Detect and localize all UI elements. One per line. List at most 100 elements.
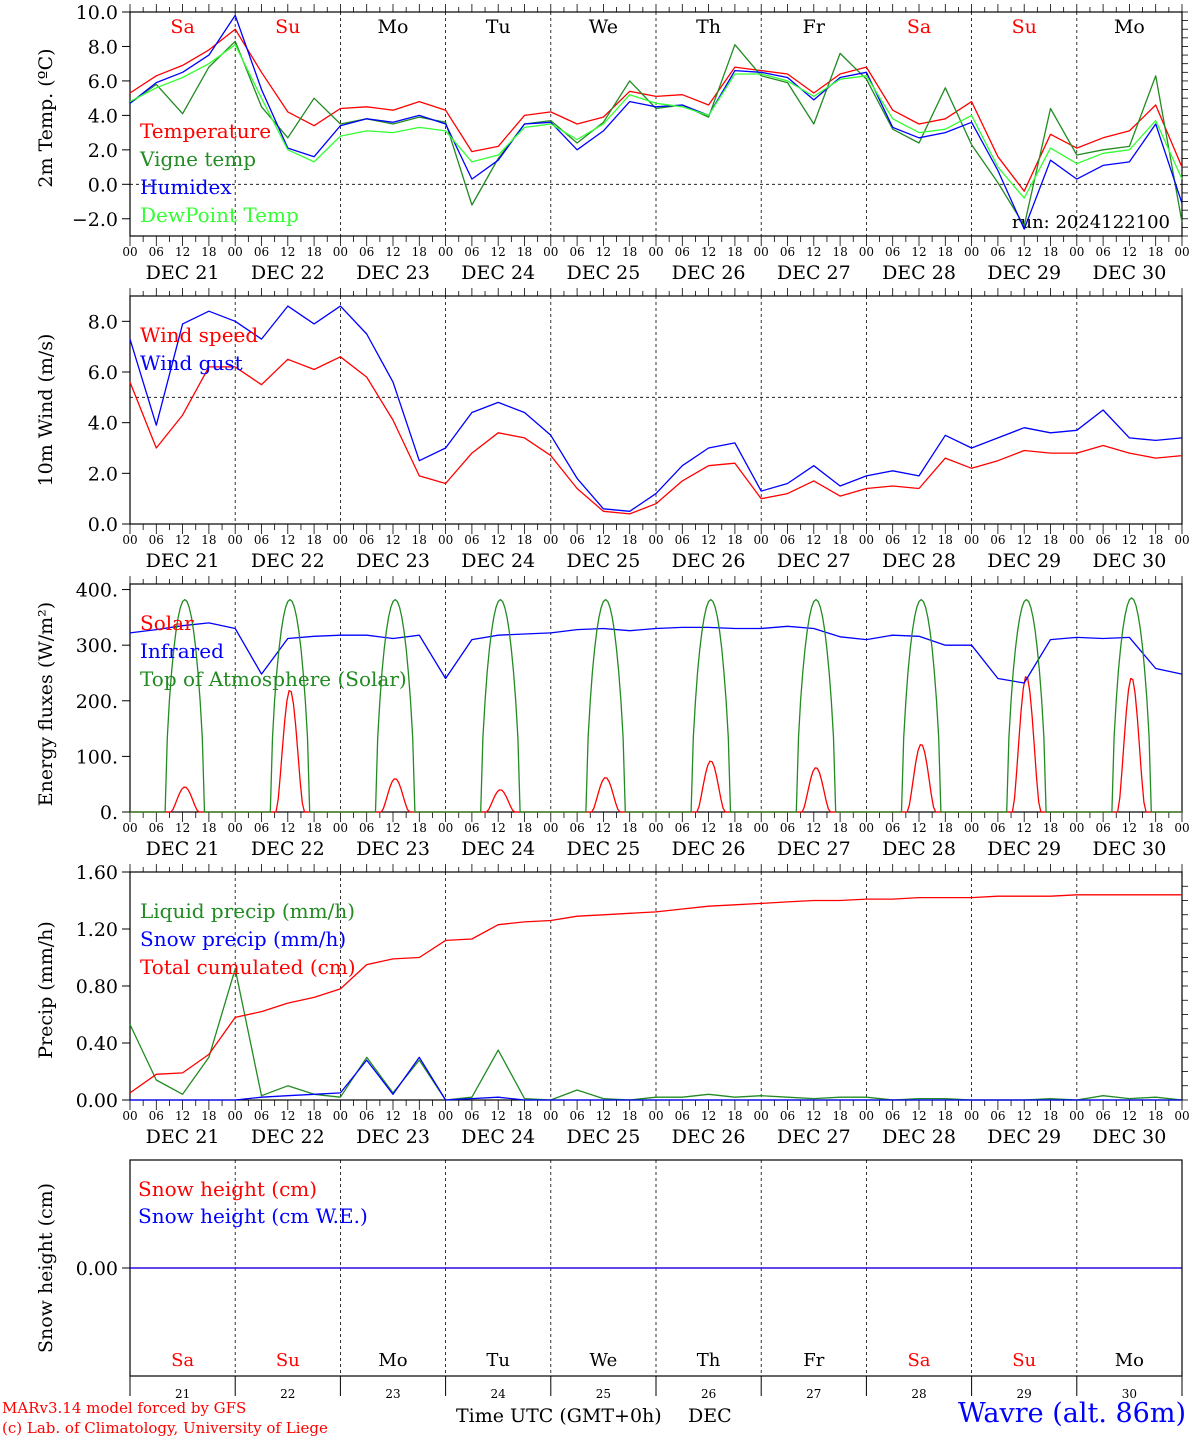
x-hour-label: 06: [254, 245, 269, 259]
legend-entry: Temperature: [140, 119, 271, 143]
x-hour-label: 00: [648, 533, 663, 547]
legend-entry: Infrared: [140, 639, 224, 663]
bottom-day-label: Su: [276, 1350, 300, 1371]
x-hour-label: 18: [201, 821, 216, 835]
x-hour-label: 06: [569, 533, 584, 547]
top-day-label: Sa: [907, 16, 931, 38]
x-hour-label: 12: [175, 245, 190, 259]
x-hour-label: 00: [648, 245, 663, 259]
x-hour-label: 12: [701, 1109, 716, 1123]
bottom-day-label: Su: [1012, 1350, 1036, 1371]
x-day-number: 29: [1017, 1387, 1032, 1401]
x-hour-label: 12: [596, 245, 611, 259]
top-day-label: We: [589, 16, 618, 38]
bottom-day-label: Mo: [1115, 1350, 1144, 1371]
x-hour-label: 18: [517, 1109, 532, 1123]
x-day-number: 26: [701, 1387, 716, 1401]
x-hour-label: 12: [1122, 245, 1137, 259]
y-tick-label: 4.0: [88, 105, 118, 127]
x-date-label: DEC 22: [251, 1126, 325, 1148]
x-hour-label: 06: [990, 533, 1005, 547]
x-hour-label: 12: [1122, 533, 1137, 547]
x-hour-label: 18: [201, 1109, 216, 1123]
x-hour-label: 12: [911, 245, 926, 259]
legend-entry: Top of Atmosphere (Solar): [140, 667, 407, 691]
x-hour-label: 06: [464, 821, 479, 835]
x-hour-label: 12: [385, 533, 400, 547]
x-hour-label: 18: [622, 533, 637, 547]
legend-entry: Liquid precip (mm/h): [140, 899, 355, 923]
x-hour-label: 00: [964, 245, 979, 259]
x-hour-label: 18: [622, 821, 637, 835]
x-hour-label: 12: [596, 821, 611, 835]
x-hour-label: 00: [122, 821, 137, 835]
y-axis-label: 10m Wind (m/s): [35, 334, 57, 487]
x-hour-label: 00: [122, 533, 137, 547]
y-tick-label: 0.00: [76, 1258, 118, 1280]
series-line-infrared: [129, 622, 1183, 684]
x-date-label: DEC 23: [356, 550, 430, 572]
x-hour-label: 18: [1043, 245, 1058, 259]
x-hour-label: 18: [412, 1109, 427, 1123]
series-line-dewpoint-temp: [129, 44, 1183, 199]
x-hour-label: 12: [1122, 1109, 1137, 1123]
xaxis-title: Time UTC (GMT+0h): [456, 1405, 662, 1427]
x-hour-label: 00: [333, 533, 348, 547]
y-tick-label: 0.0: [88, 174, 118, 196]
x-hour-label: 00: [648, 821, 663, 835]
x-hour-label: 18: [832, 245, 847, 259]
x-hour-label: 00: [122, 1109, 137, 1123]
bottom-day-label: Fr: [803, 1350, 824, 1371]
x-hour-label: 00: [543, 821, 558, 835]
x-hour-label: 12: [491, 245, 506, 259]
x-hour-label: 18: [622, 1109, 637, 1123]
x-hour-label: 12: [280, 1109, 295, 1123]
y-tick-label: 200.: [76, 691, 118, 713]
x-date-label: DEC 29: [987, 838, 1061, 860]
x-hour-label: 06: [254, 533, 269, 547]
x-hour-label: 12: [911, 533, 926, 547]
credit-line-2: (c) Lab. of Climatology, University of L…: [2, 1419, 328, 1437]
x-hour-label: 12: [385, 1109, 400, 1123]
y-tick-label: 2.0: [88, 463, 118, 485]
x-date-label: DEC 22: [251, 262, 325, 284]
y-axis-label: Snow height (cm): [35, 1183, 57, 1353]
legend-entry: Solar: [140, 611, 194, 635]
y-tick-label: 0.0: [88, 514, 118, 536]
x-hour-label: 00: [648, 1109, 663, 1123]
series-line-wind-gust: [129, 305, 1183, 512]
x-date-label: DEC 29: [987, 1126, 1061, 1148]
x-date-label: DEC 22: [251, 550, 325, 572]
x-hour-label: 00: [859, 1109, 874, 1123]
x-day-number: 24: [491, 1387, 507, 1401]
x-hour-label: 06: [464, 245, 479, 259]
legend-entry: Total cumulated (cm): [140, 955, 356, 979]
x-date-label: DEC 25: [566, 550, 640, 572]
y-tick-label: 0.00: [76, 1090, 118, 1112]
x-date-label: DEC 23: [356, 838, 430, 860]
x-hour-label: 12: [1122, 821, 1137, 835]
x-hour-label: 00: [333, 1109, 348, 1123]
bottom-day-label: Mo: [378, 1350, 407, 1371]
x-hour-label: 18: [1148, 533, 1163, 547]
y-tick-label: 10.0: [76, 2, 118, 24]
x-date-label: DEC 21: [146, 1126, 220, 1148]
x-hour-label: 06: [1095, 1109, 1110, 1123]
x-hour-label: 12: [806, 533, 821, 547]
x-hour-label: 06: [675, 1109, 690, 1123]
x-hour-label: 06: [149, 1109, 164, 1123]
x-hour-label: 06: [990, 821, 1005, 835]
x-hour-label: 06: [675, 821, 690, 835]
legend-entry: Vigne temp: [139, 147, 256, 171]
x-date-label: DEC 24: [461, 838, 535, 860]
x-date-label: DEC 27: [777, 262, 851, 284]
y-tick-label: 100.: [76, 746, 118, 768]
x-hour-label: 18: [517, 245, 532, 259]
x-day-number: 28: [911, 1387, 926, 1401]
x-date-label: DEC 28: [882, 550, 956, 572]
x-hour-label: 18: [1043, 533, 1058, 547]
x-hour-label: 00: [438, 533, 453, 547]
x-hour-label: 18: [517, 533, 532, 547]
bottom-day-label: Th: [697, 1350, 721, 1371]
